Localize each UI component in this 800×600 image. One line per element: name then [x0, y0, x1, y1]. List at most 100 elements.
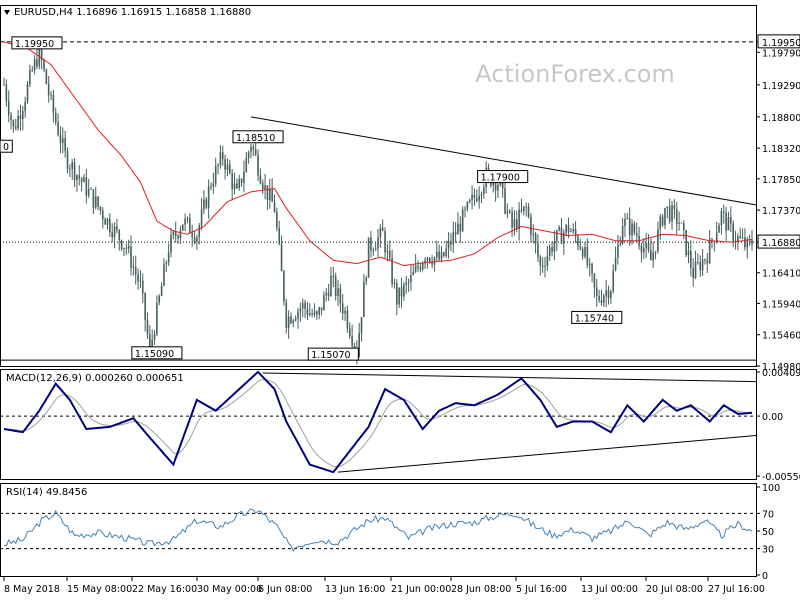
- candle-body: [273, 201, 276, 212]
- candle-body: [501, 182, 504, 189]
- candle-body: [337, 288, 339, 297]
- candle-body: [426, 257, 429, 261]
- candle-body: [186, 217, 189, 219]
- price-annotation-box: [571, 310, 623, 324]
- candle-body: [713, 241, 716, 243]
- candle-body: [577, 236, 579, 246]
- candle-body: [257, 155, 259, 176]
- candle-body: [642, 247, 645, 253]
- candle-body: [151, 339, 153, 347]
- macd-title: MACD(12,26,9) 0.000260 0.000651: [6, 373, 184, 384]
- candle-body: [539, 256, 542, 266]
- candle-body: [398, 287, 400, 305]
- candle-body: [419, 267, 422, 270]
- candle-body: [351, 336, 353, 346]
- candle-body: [405, 282, 408, 285]
- candle-body: [292, 320, 295, 324]
- price-plot: 1.19950 1.18510 1.17900 1.15740 1.15090 1.150…: [0, 36, 757, 365]
- candle-body: [640, 245, 643, 253]
- candle-body: [90, 189, 92, 190]
- candle-body: [600, 300, 603, 303]
- candle-body: [671, 205, 673, 222]
- candle-body: [701, 259, 704, 271]
- candle-body: [478, 195, 480, 201]
- candle-body: [358, 332, 360, 357]
- candle-body: [483, 187, 485, 194]
- candle-body: [377, 237, 379, 249]
- candle-body: [610, 291, 612, 299]
- candle-body: [205, 199, 208, 208]
- candle-body: [276, 211, 278, 228]
- candle-body: [666, 206, 669, 208]
- candle-body: [367, 237, 370, 278]
- macd-trendline: [337, 434, 757, 473]
- candle-body: [579, 245, 582, 249]
- candle-body: [421, 263, 424, 270]
- candle-body: [431, 262, 433, 265]
- price-annotation-box: [131, 346, 183, 360]
- candle-body: [551, 247, 553, 252]
- x-axis-label: 21 Jun 00:00: [391, 584, 451, 595]
- candle-body: [603, 295, 605, 303]
- candle-body: [417, 265, 419, 268]
- candle-body: [654, 251, 657, 253]
- x-axis-label: 15 May 08:00: [67, 584, 132, 595]
- candle-body: [238, 178, 241, 189]
- rsi-axis-label: 0: [762, 571, 768, 582]
- candle-body: [236, 183, 238, 189]
- candle-body: [3, 84, 5, 86]
- candle-body: [141, 280, 144, 294]
- candle-body: [365, 277, 368, 282]
- candle-body: [323, 295, 325, 311]
- price-axis-label: 1.16410: [762, 269, 800, 280]
- candle-body: [325, 293, 328, 296]
- candle-body: [412, 271, 415, 276]
- candle-body: [69, 168, 71, 170]
- candle-body: [153, 334, 156, 340]
- candle-body: [231, 173, 233, 190]
- candle-body: [71, 162, 74, 169]
- candle-body: [264, 185, 266, 190]
- candle-body: [737, 236, 739, 242]
- candle-body: [40, 44, 43, 61]
- candle-body: [111, 232, 114, 238]
- candle-body: [353, 345, 356, 349]
- candle-body: [645, 243, 647, 248]
- candle-body: [694, 261, 697, 279]
- header-collapse-icon[interactable]: [4, 10, 10, 15]
- candle-body: [715, 232, 718, 242]
- candle-body: [278, 227, 281, 244]
- candle-body: [54, 112, 57, 123]
- candle-body: [214, 165, 217, 184]
- candle-body: [744, 237, 746, 248]
- candle-body: [520, 209, 523, 212]
- candle-body: [64, 138, 66, 152]
- candle-body: [313, 311, 316, 315]
- candle-body: [85, 177, 88, 196]
- candle-body: [212, 183, 215, 187]
- candle-body: [38, 44, 41, 67]
- candle-body: [687, 250, 690, 256]
- candle-body: [306, 308, 309, 316]
- candle-body: [146, 320, 149, 335]
- candle-body: [454, 232, 457, 235]
- candle-body: [181, 224, 184, 231]
- x-axis-label: 30 May 00:00: [197, 584, 262, 595]
- candle-body: [388, 250, 391, 258]
- moving-average-line: [3, 41, 753, 267]
- axes: 1.199501.197901.192901.188001.183201.178…: [3, 34, 800, 595]
- candle-body: [480, 193, 483, 196]
- candle-body: [45, 69, 48, 84]
- candle-body: [680, 222, 683, 224]
- price-annotation-box: [11, 36, 63, 50]
- candle-body: [29, 69, 31, 85]
- candle-body: [593, 273, 596, 288]
- price-axis-label: 1.15940: [762, 299, 800, 310]
- candle-body: [530, 216, 532, 235]
- rsi-panel: [0, 483, 757, 577]
- x-axis-label: 28 Jun 08:00: [451, 584, 511, 595]
- candle-body: [563, 232, 565, 244]
- price-axis-label: 1.18320: [762, 144, 800, 155]
- candle-body: [226, 164, 229, 170]
- candle-body: [410, 275, 412, 282]
